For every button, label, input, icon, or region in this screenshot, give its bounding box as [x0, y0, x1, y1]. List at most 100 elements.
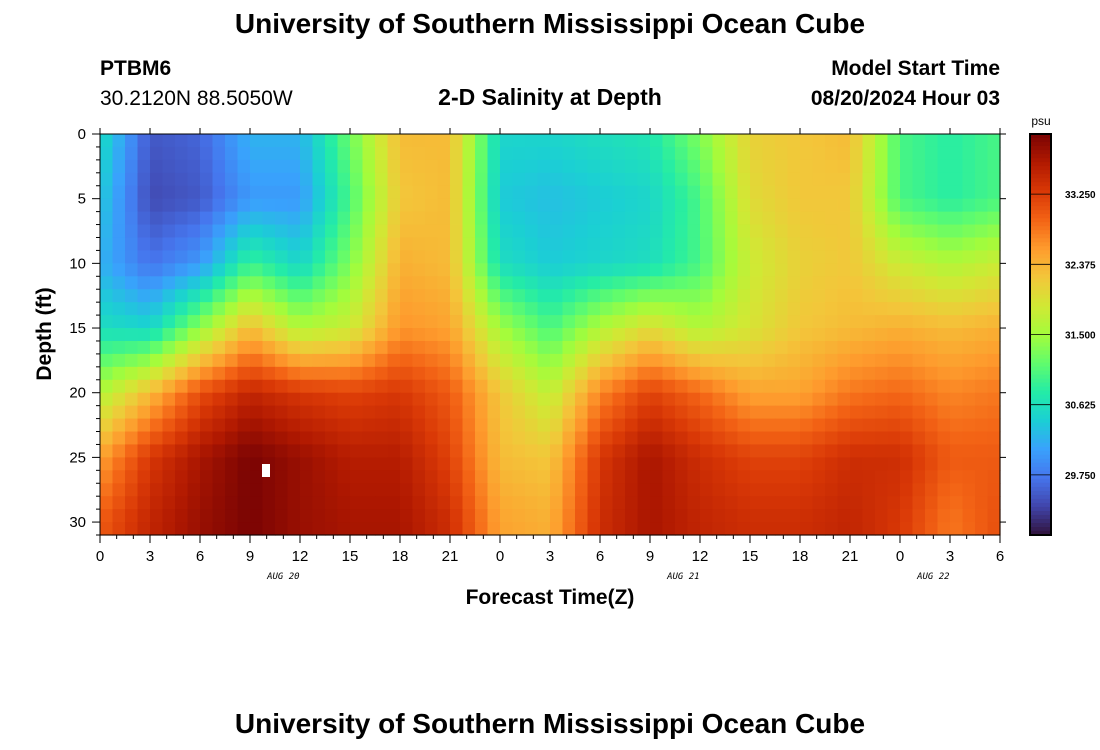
- heatmap-cell: [237, 392, 251, 407]
- heatmap-cell: [750, 392, 764, 407]
- heatmap-cell: [175, 276, 189, 290]
- heatmap-cell: [250, 328, 264, 342]
- heatmap-cell: [875, 457, 889, 471]
- heatmap-cell: [912, 470, 926, 484]
- y-tick-label: 20: [69, 385, 86, 402]
- heatmap-cell: [187, 431, 201, 446]
- heatmap-cell: [362, 276, 376, 290]
- heatmap-cell: [975, 405, 989, 420]
- heatmap-cell: [925, 134, 939, 148]
- heatmap-cell: [450, 302, 464, 316]
- heatmap-cell: [950, 483, 964, 497]
- heatmap-cell: [687, 263, 701, 277]
- heatmap-cell: [862, 457, 876, 471]
- colorbar-band: [1030, 430, 1051, 436]
- heatmap-cell: [337, 211, 351, 226]
- heatmap-cell: [637, 405, 651, 420]
- heatmap-cell: [212, 353, 226, 368]
- heatmap-cell: [187, 457, 201, 471]
- heatmap-cell: [112, 146, 126, 161]
- heatmap-cell: [737, 289, 751, 303]
- heatmap-cell: [612, 211, 626, 226]
- heatmap-cell: [400, 392, 414, 407]
- heatmap-cell: [687, 328, 701, 342]
- heatmap-cell: [312, 444, 326, 458]
- heatmap-cell: [562, 392, 576, 407]
- heatmap-cell: [250, 366, 264, 381]
- heatmap-cell: [800, 328, 814, 342]
- heatmap-cell: [950, 431, 964, 446]
- heatmap-cell: [237, 483, 251, 497]
- heatmap-cell: [462, 250, 476, 264]
- heatmap-cell: [775, 444, 789, 458]
- heatmap-cell: [662, 418, 676, 433]
- heatmap-cell: [375, 418, 389, 433]
- heatmap-cell: [762, 366, 776, 381]
- heatmap-cell: [362, 392, 376, 407]
- heatmap-cell: [687, 457, 701, 471]
- heatmap-cell: [287, 198, 301, 213]
- heatmap-cell: [587, 392, 601, 407]
- heatmap-cell: [912, 405, 926, 420]
- heatmap-cell: [837, 289, 851, 303]
- heatmap-cell: [187, 185, 201, 200]
- heatmap-cell: [762, 250, 776, 264]
- heatmap-cell: [487, 496, 501, 510]
- heatmap-cell: [750, 263, 764, 277]
- heatmap-cell: [562, 276, 576, 290]
- heatmap-cell: [725, 353, 739, 368]
- heatmap-cell: [662, 198, 676, 213]
- heatmap-cell: [200, 522, 214, 536]
- heatmap-cell: [637, 276, 651, 290]
- heatmap-cell: [825, 405, 839, 420]
- colorbar-band: [1030, 362, 1051, 368]
- heatmap-cell: [325, 392, 339, 407]
- colorbar-tick-label: 32.375: [1065, 260, 1096, 271]
- heatmap-cell: [362, 263, 376, 277]
- heatmap-cell: [262, 431, 276, 446]
- heatmap-cell: [675, 328, 689, 342]
- heatmap-cell: [762, 418, 776, 433]
- heatmap-cell: [925, 379, 939, 394]
- heatmap-cell: [375, 483, 389, 497]
- heatmap-cell: [875, 418, 889, 433]
- heatmap-cell: [312, 211, 326, 226]
- heatmap-cell: [937, 418, 951, 433]
- heatmap-cell: [575, 134, 589, 148]
- heatmap-cell: [137, 134, 151, 148]
- heatmap-cell: [112, 224, 126, 239]
- heatmap-cell: [775, 302, 789, 316]
- heatmap-cell: [737, 315, 751, 329]
- heatmap-cell: [787, 211, 801, 226]
- heatmap-cell: [350, 379, 364, 394]
- colorbar-tick-label: 31.500: [1065, 331, 1096, 342]
- heatmap-cell: [687, 418, 701, 433]
- heatmap-cell: [912, 146, 926, 161]
- heatmap-cell: [762, 392, 776, 407]
- heatmap-cell: [437, 315, 451, 329]
- heatmap-cell: [975, 250, 989, 264]
- heatmap-cell: [212, 457, 226, 471]
- heatmap-cell: [212, 483, 226, 497]
- heatmap-cell: [662, 405, 676, 420]
- heatmap-cell: [437, 509, 451, 523]
- heatmap-cell: [200, 470, 214, 484]
- heatmap-cell: [912, 224, 926, 239]
- heatmap-cell: [900, 250, 914, 264]
- heatmap-cell: [287, 263, 301, 277]
- heatmap-cell: [775, 522, 789, 536]
- heatmap-cell: [562, 328, 576, 342]
- heatmap-cell: [462, 315, 476, 329]
- colorbar-band: [1030, 350, 1051, 356]
- heatmap-cell: [275, 405, 289, 420]
- heatmap-cell: [137, 509, 151, 523]
- heatmap-cell: [175, 483, 189, 497]
- heatmap-cell: [887, 315, 901, 329]
- heatmap-cell: [987, 418, 1001, 433]
- heatmap-cell: [625, 418, 639, 433]
- heatmap-cell: [975, 237, 989, 252]
- heatmap-cell: [612, 496, 626, 510]
- heatmap-cell: [762, 328, 776, 342]
- heatmap-cell: [375, 522, 389, 536]
- heatmap-cell: [887, 353, 901, 368]
